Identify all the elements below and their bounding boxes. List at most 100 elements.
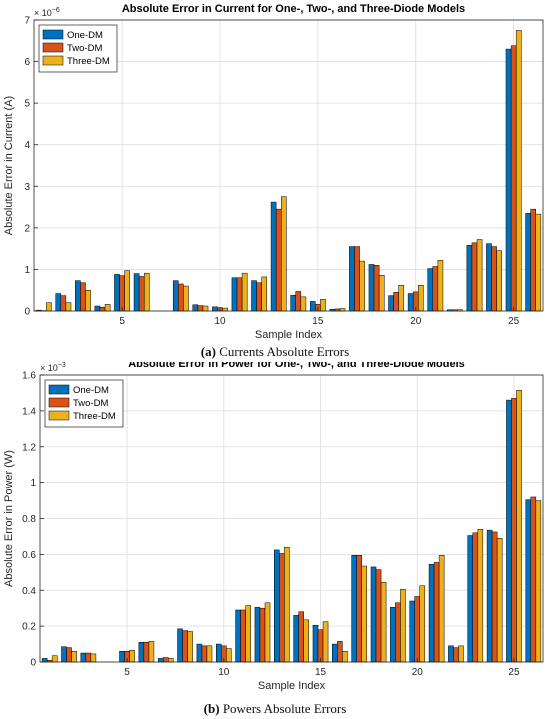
bar-two-dm-12	[256, 282, 262, 312]
y-exponent-label: × 10−6	[34, 7, 60, 18]
bar-two-dm-5	[119, 275, 125, 312]
bar-three-dm-7	[168, 658, 174, 663]
bar-two-dm-12	[259, 607, 266, 663]
bar-one-dm-20	[409, 600, 415, 663]
bar-two-dm-15	[317, 629, 324, 663]
bar-three-dm-21	[438, 555, 445, 663]
legend-swatch-two-dm	[42, 42, 64, 53]
y-tick-label: 4	[24, 140, 30, 151]
bar-three-dm-24	[496, 537, 503, 663]
chart-panel-powers: 0 0.2 0.4 0.6 0.8 1 1.2 1.4 1.6 5 10 15 20 25 × 10−3 Ab…	[0, 358, 550, 719]
y-tick-label: 3	[24, 182, 30, 193]
bar-two-dm-25	[511, 398, 517, 663]
bar-one-dm-19	[390, 607, 396, 663]
bar-one-dm-13	[270, 201, 277, 312]
bar-two-dm-20	[414, 596, 421, 663]
bar-three-dm-22	[458, 645, 464, 663]
y-exponent-label: × 10−3	[40, 362, 66, 373]
x-tick-label: 20	[410, 316, 422, 327]
y-tick-label: 1	[30, 478, 36, 489]
bar-one-dm-21	[428, 563, 435, 663]
bar-one-dm-9	[192, 304, 199, 312]
bar-one-dm-11	[235, 609, 241, 663]
bar-three-dm-24	[496, 250, 502, 312]
y-tick-label: 1.4	[22, 406, 36, 417]
bar-two-dm-2	[66, 647, 72, 663]
bar-one-dm-26	[525, 499, 532, 663]
y-tick-label: 1	[24, 265, 30, 276]
caption-currents: (a) Currents Absolute Errors	[0, 344, 550, 360]
bar-one-dm-2	[55, 293, 62, 312]
bar-two-dm-9	[201, 645, 208, 663]
bar-one-dm-26	[525, 213, 531, 312]
y-exponent: −6	[52, 7, 60, 14]
bar-three-dm-23	[476, 239, 483, 312]
bar-three-dm-10	[226, 648, 232, 663]
bar-one-dm-5	[119, 650, 125, 663]
legend-swatch-one-dm	[48, 384, 70, 395]
bar-three-dm-3	[90, 653, 97, 663]
bar-two-dm-6	[143, 642, 150, 663]
bar-three-dm-3	[85, 289, 91, 312]
legend-label-one-dm: One-DM	[73, 385, 109, 396]
bar-three-dm-16	[342, 650, 348, 663]
bar-two-dm-3	[80, 282, 86, 312]
bar-two-dm-26	[530, 496, 537, 663]
legend-label-two-dm: Two-DM	[67, 43, 102, 54]
bar-three-dm-5	[124, 270, 130, 312]
bar-three-dm-26	[535, 213, 542, 312]
bar-three-dm-14	[300, 296, 307, 312]
bar-three-dm-15	[322, 621, 329, 663]
bar-two-dm-8	[182, 630, 188, 663]
bar-three-dm-19	[400, 589, 406, 663]
bar-one-dm-7	[157, 658, 164, 663]
y-tick-label: 0.8	[22, 514, 36, 525]
y-tick-label: 7	[24, 16, 30, 27]
bar-one-dm-5	[114, 274, 120, 312]
bar-three-dm-2	[71, 650, 77, 663]
bar-one-dm-19	[388, 295, 394, 312]
bar-three-dm-2	[65, 302, 72, 312]
bar-three-dm-1	[46, 302, 52, 312]
bar-one-dm-18	[368, 264, 375, 312]
bar-three-dm-6	[143, 272, 150, 312]
y-tick-label: 0	[24, 307, 30, 318]
bar-one-dm-4	[94, 305, 101, 312]
bar-three-dm-8	[187, 631, 193, 663]
x-tick-label: 10	[218, 667, 230, 678]
bar-one-dm-8	[177, 628, 183, 663]
y-tick-label: 2	[24, 223, 30, 234]
bar-one-dm-23	[467, 535, 474, 663]
legend-label-three-dm: Three-DM	[73, 411, 116, 422]
bar-three-dm-9	[206, 645, 213, 663]
bar-one-dm-6	[138, 642, 145, 663]
x-axis-label: Sample Index	[255, 329, 323, 341]
y-tick-label: 1.6	[22, 371, 36, 382]
plot-area	[34, 20, 543, 311]
legend-swatch-three-dm	[48, 410, 70, 421]
bar-three-dm-20	[419, 585, 426, 663]
y-tick-label: 0	[30, 658, 36, 669]
bar-one-dm-21	[427, 268, 434, 312]
chart-title: Absolute Error in Current for One-, Two-…	[122, 3, 465, 15]
y-tick-label: 0.6	[22, 550, 36, 561]
bar-two-dm-18	[375, 569, 382, 663]
bar-two-dm-14	[295, 291, 302, 312]
x-tick-label: 25	[508, 667, 520, 678]
bar-three-dm-10	[222, 307, 228, 312]
bar-one-dm-18	[370, 566, 377, 663]
bar-one-dm-24	[486, 529, 493, 663]
bar-two-dm-22	[453, 647, 459, 663]
bar-three-dm-8	[183, 285, 189, 312]
chart-panel-currents: 0 1 2 3 4 5 6 7 5 10 15 20 25 × 10−6 Absolute Error in…	[3, 3, 544, 341]
bar-three-dm-6	[148, 641, 155, 663]
bar-one-dm-12	[251, 280, 257, 312]
bar-two-dm-4	[99, 307, 106, 312]
bar-two-dm-17	[354, 246, 360, 312]
bar-three-dm-19	[398, 284, 405, 312]
caption-text: Currents Absolute Errors	[215, 344, 350, 359]
bar-three-dm-9	[202, 305, 209, 312]
y-axis-label: Absolute Error in Power (W)	[3, 450, 15, 587]
bar-two-dm-6	[138, 276, 145, 312]
bar-one-dm-14	[293, 615, 299, 663]
